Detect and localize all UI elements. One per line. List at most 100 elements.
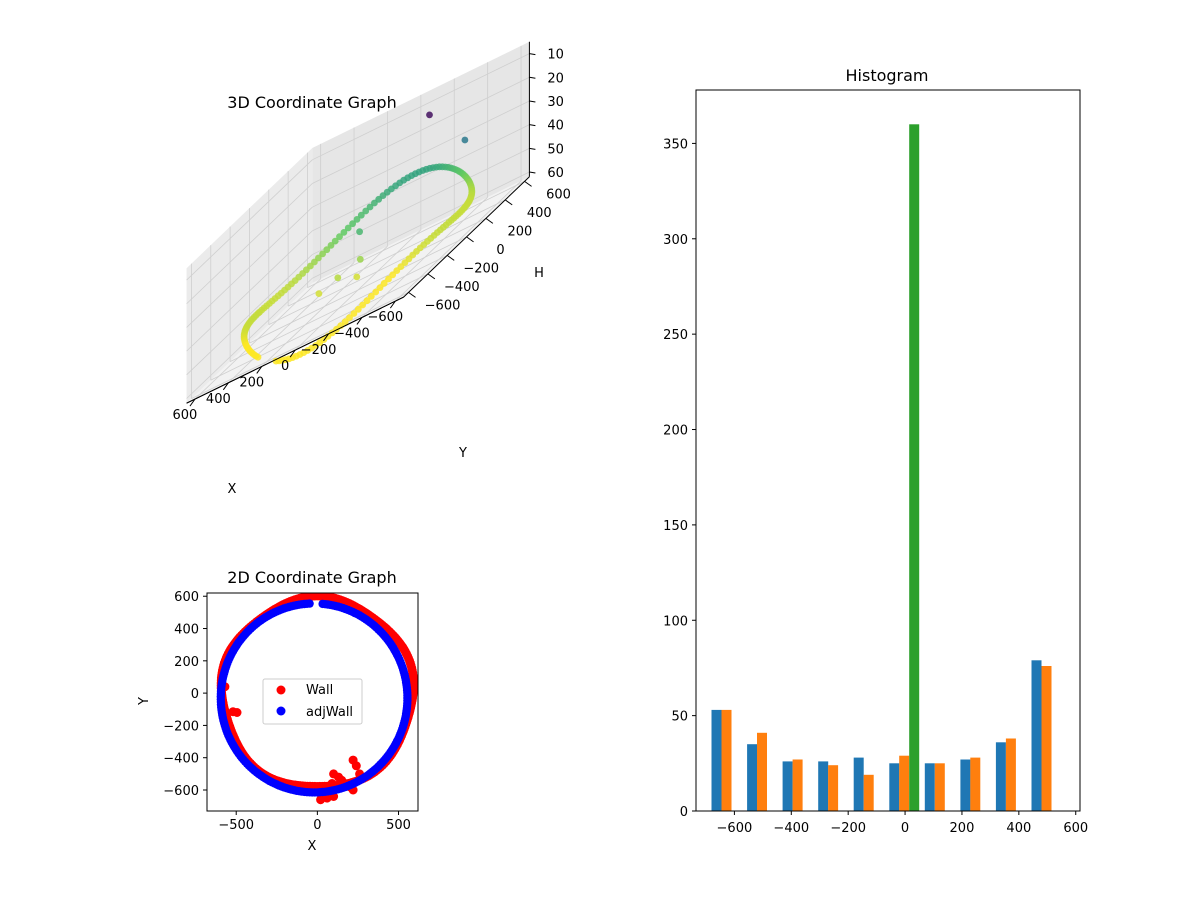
h-tick — [529, 147, 536, 150]
wall-point — [327, 779, 337, 788]
h-tick-label: 50 — [547, 142, 564, 157]
data-point — [357, 211, 365, 219]
chart-3d-y-label: Y — [458, 446, 467, 461]
chart-2d-frame — [206, 592, 419, 812]
chart-3d-x-label: X — [228, 482, 237, 497]
data-point — [385, 275, 392, 283]
chart-2d-x-label: X — [308, 839, 317, 854]
y-tick-label: 200 — [663, 424, 688, 439]
histogram-bar — [711, 709, 722, 811]
histogram-bar — [960, 759, 971, 811]
h-tick-label: 40 — [547, 119, 564, 134]
histogram-bar — [909, 124, 920, 812]
grid-floor-x — [228, 262, 355, 384]
data-point — [393, 267, 401, 274]
y-tick — [485, 217, 494, 224]
data-point — [341, 318, 349, 325]
histogram-bar — [899, 755, 910, 811]
grid-floor-x — [261, 245, 388, 367]
histogram-bar — [889, 763, 900, 811]
histogram-bar — [747, 744, 758, 811]
grid-wall-h — [186, 277, 313, 399]
data-point — [315, 290, 323, 297]
y-tick-label: 0 — [191, 687, 199, 702]
x-tick — [222, 382, 229, 391]
histogram-bar — [924, 763, 935, 811]
histogram-bar — [970, 757, 981, 811]
x-axis-line — [186, 296, 404, 404]
data-point — [331, 237, 339, 245]
histogram-bar — [818, 761, 829, 811]
x-tick-label: −400 — [334, 326, 370, 341]
grid-floor-y — [287, 199, 506, 307]
data-point — [366, 203, 374, 211]
data-point — [334, 274, 342, 282]
x-tick-label: 600 — [1063, 821, 1088, 836]
data-point — [389, 271, 397, 279]
legend-wall-label: Wall — [306, 683, 333, 698]
chart-3d-grid — [186, 45, 530, 404]
data-point — [359, 301, 366, 309]
data-point — [353, 273, 361, 281]
histogram-bar — [792, 759, 803, 811]
y-tick — [446, 254, 455, 261]
x-tick — [356, 317, 363, 325]
data-point — [367, 292, 375, 300]
grid-floor-y — [268, 218, 487, 325]
data-point — [372, 288, 380, 296]
h-tick — [529, 53, 536, 56]
data-point — [349, 220, 356, 228]
y-tick-label: 50 — [671, 710, 688, 725]
data-point — [376, 284, 384, 291]
chart-3d-h-label: H — [534, 266, 544, 281]
h-tick-label: 30 — [547, 95, 564, 110]
histogram-bar — [1041, 666, 1052, 811]
y-tick-label: 0 — [680, 805, 688, 820]
histogram-bar — [995, 742, 1006, 811]
chart-histogram: Histogram −600 −400 −200 0 200 400 600 0 50 100 15… — [663, 66, 1088, 836]
h-tick — [529, 100, 536, 103]
y-tick-label: −200 — [463, 261, 499, 276]
grid-wall-h — [186, 159, 313, 281]
x-tick — [289, 349, 296, 358]
data-point — [350, 310, 358, 317]
x-tick-label: 200 — [950, 821, 975, 836]
x-tick-label: 0 — [313, 818, 321, 833]
histogram-bar — [721, 709, 732, 811]
histogram-bar — [863, 774, 874, 811]
data-point — [344, 224, 352, 232]
y-tick — [466, 236, 474, 243]
x-tick — [256, 366, 263, 374]
histogram-title: Histogram — [846, 66, 929, 85]
data-point — [272, 357, 280, 365]
h-tick-label: 60 — [547, 166, 564, 181]
y-tick — [408, 291, 416, 298]
x-tick-label: 400 — [1006, 821, 1031, 836]
data-point — [356, 255, 364, 263]
data-point — [356, 228, 363, 236]
data-point — [426, 111, 433, 119]
legend-adjwall-label: adjWall — [306, 705, 353, 720]
data-point — [362, 207, 370, 215]
x-tick-label: 0 — [281, 359, 289, 374]
grid-wall-h — [186, 206, 313, 328]
data-point — [380, 279, 388, 287]
histogram-bar — [782, 761, 793, 811]
y-tick-label: 100 — [663, 614, 688, 629]
y-tick-label: 400 — [527, 206, 552, 221]
chart-2d: 2D Coordinate Graph −500 0 500 600 400 200 0 −2… — [137, 568, 419, 854]
y-tick-label: −600 — [425, 298, 461, 313]
h-tick — [529, 171, 536, 174]
histogram-bar — [853, 757, 864, 811]
chart-3d-axes: −600−600−400−400−200−2000020020040040060… — [173, 41, 571, 423]
x-tick-label: 600 — [173, 408, 198, 423]
y-tick-label: 350 — [663, 137, 688, 152]
data-point — [354, 305, 362, 313]
y-tick-label: −400 — [444, 280, 480, 295]
x-tick-label: −200 — [301, 343, 337, 358]
x-tick-label: −600 — [367, 310, 403, 325]
x-tick — [189, 398, 196, 407]
y-tick — [427, 273, 436, 280]
y-tick-label: 600 — [546, 187, 571, 202]
